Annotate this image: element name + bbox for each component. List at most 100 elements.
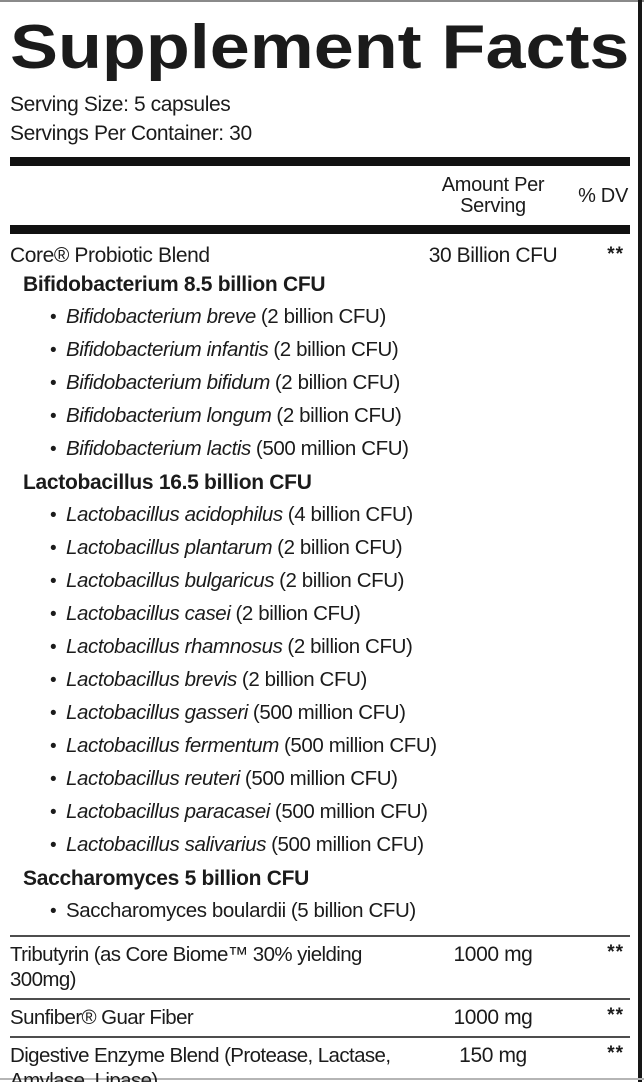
strain-group-heading: Bifidobacterium 8.5 billion CFU [23, 273, 326, 297]
strain-item: • Lactobacillus rhamnosus (2 billion CFU) [10, 631, 630, 664]
servings-per-container: Servings Per Container: 30 [10, 122, 252, 146]
strain-item: • Lactobacillus fermentum (500 million CFU… [10, 730, 630, 763]
ingredient-name: Digestive Enzyme Blend (Protease, Lactas… [10, 1044, 391, 1082]
bullet-icon: • [50, 769, 57, 791]
strain-amount: (2 billion CFU) [274, 371, 400, 395]
amount-header-line1: Amount Per [441, 174, 545, 197]
strain-species: Lactobacillus bulgaricus [66, 569, 275, 593]
strain-group-items: • Saccharomyces boulardii (5 billion CFU) [10, 895, 630, 928]
strain-item: • Lactobacillus bulgaricus (2 billion CFU) [10, 565, 630, 598]
strain-item: • Bifidobacterium lactis (500 million CFU) [10, 433, 630, 466]
strain-species: Lactobacillus salivarius [66, 833, 267, 857]
strain-group-heading: Lactobacillus 16.5 billion CFU [23, 471, 312, 495]
strain-item: • Lactobacillus brevis (2 billion CFU) [10, 664, 630, 697]
strain-item: • Bifidobacterium longum (2 billion CFU) [10, 400, 630, 433]
strain-amount: (2 billion CFU) [241, 668, 367, 692]
strain-amount: (5 billion CFU) [290, 899, 416, 923]
divider-bar-header [10, 225, 630, 235]
strain-item: • Lactobacillus casei (2 billion CFU) [10, 598, 630, 631]
strain-amount: (500 million CFU) [284, 734, 437, 758]
strain-species: Lactobacillus casei [66, 602, 231, 626]
strain-group: Bifidobacterium 8.5 billion CFU • Bifidob… [10, 269, 630, 466]
strain-group-items: • Lactobacillus acidophilus (4 billion CFU… [10, 499, 630, 862]
probiotic-blend-row: Core® Probiotic Blend 30 Billion CFU ** [10, 234, 630, 268]
ingredient-name: Sunfiber® Guar Fiber [10, 1006, 194, 1030]
bullet-icon: • [50, 439, 57, 461]
bullet-icon: • [50, 736, 57, 758]
ingredient-rows: Tributyrin (as Core Biome™ 30% yielding … [10, 935, 630, 1082]
bullet-icon: • [50, 340, 57, 362]
strain-amount: (2 billion CFU) [277, 536, 403, 560]
strain-group: Saccharomyces 5 billion CFU • Saccharomyc… [10, 863, 630, 928]
blend-dv: ** [607, 244, 624, 266]
strain-item: • Lactobacillus plantarum (2 billion CFU) [10, 532, 630, 565]
strain-amount: (500 million CFU) [274, 800, 428, 824]
strain-item: • Bifidobacterium breve (2 billion CFU) [10, 301, 630, 334]
strain-item: • Lactobacillus paracasei (500 million CFU… [10, 796, 630, 829]
bullet-icon: • [50, 637, 57, 659]
serving-size: Serving Size: 5 capsules [10, 93, 231, 117]
bullet-icon: • [50, 307, 57, 329]
blend-amount: 30 Billion CFU [428, 244, 558, 268]
ingredient-dv: ** [607, 1043, 624, 1065]
ingredient-row: Tributyrin (as Core Biome™ 30% yielding … [10, 935, 630, 998]
strain-amount: (2 billion CFU) [287, 635, 413, 659]
percent-dv-header: % DV [578, 184, 628, 207]
strain-species: Lactobacillus plantarum [66, 536, 273, 560]
strain-species: Lactobacillus acidophilus [66, 503, 283, 527]
strain-item: • Bifidobacterium infantis (2 billion CFU) [10, 334, 630, 367]
bullet-icon: • [50, 538, 57, 560]
strain-species: Lactobacillus reuteri [66, 767, 240, 791]
strain-amount: (500 million CFU) [244, 767, 398, 791]
strain-group-items: • Bifidobacterium breve (2 billion CFU) • B… [10, 301, 630, 466]
ingredient-dv: ** [607, 942, 624, 964]
strain-species: Saccharomyces boulardii [66, 899, 286, 923]
bullet-icon: • [50, 901, 57, 923]
strain-species: Bifidobacterium infantis [66, 338, 269, 362]
label-top-edge [0, 0, 644, 2]
ingredient-name: Tributyrin (as Core Biome™ 30% yielding … [10, 943, 362, 992]
ingredient-amount: 1000 mg [453, 943, 533, 967]
strain-amount: (2 billion CFU) [273, 338, 399, 362]
ingredient-amount: 150 mg [459, 1044, 527, 1068]
bullet-icon: • [50, 604, 57, 626]
ingredient-row: Digestive Enzyme Blend (Protease, Lactas… [10, 1036, 630, 1082]
strain-species: Bifidobacterium bifidum [66, 371, 270, 395]
label-bottom-edge [0, 1078, 644, 1080]
strain-amount: (2 billion CFU) [235, 602, 361, 626]
bullet-icon: • [50, 373, 57, 395]
strain-species: Bifidobacterium lactis [66, 437, 251, 461]
strain-species: Lactobacillus rhamnosus [66, 635, 283, 659]
bullet-icon: • [50, 835, 57, 857]
bullet-icon: • [50, 406, 57, 428]
strain-species: Bifidobacterium longum [66, 404, 272, 428]
strain-item: • Lactobacillus reuteri (500 million CFU) [10, 763, 630, 796]
strain-group-heading: Saccharomyces 5 billion CFU [23, 867, 310, 891]
strain-amount: (4 billion CFU) [287, 503, 413, 527]
strain-amount: (500 million CFU) [255, 437, 409, 461]
amount-header-line2: Serving [460, 195, 526, 218]
bullet-icon: • [50, 703, 57, 725]
strain-amount: (500 million CFU) [271, 833, 424, 857]
strain-item: • Lactobacillus gasseri (500 million CFU) [10, 697, 630, 730]
column-headers: Amount Per Serving % DV [10, 166, 630, 225]
strain-amount: (500 million CFU) [252, 701, 406, 725]
bullet-icon: • [50, 802, 57, 824]
strain-item: • Lactobacillus acidophilus (4 billion CFU… [10, 499, 630, 532]
strain-amount: (2 billion CFU) [276, 404, 402, 428]
strain-species: Lactobacillus fermentum [66, 734, 279, 758]
strain-species: Bifidobacterium breve [66, 305, 256, 329]
ingredient-amount: 1000 mg [453, 1006, 533, 1030]
strain-item: • Saccharomyces boulardii (5 billion CFU) [10, 895, 630, 928]
strain-species: Lactobacillus paracasei [66, 800, 270, 824]
bullet-icon: • [50, 505, 57, 527]
blend-name: Core® Probiotic Blend [10, 244, 210, 268]
label-right-edge [638, 0, 642, 1082]
serving-info: Serving Size: 5 capsules Servings Per Co… [10, 90, 630, 148]
ingredient-row: Sunfiber® Guar Fiber 1000 mg ** [10, 998, 630, 1036]
strain-item: • Bifidobacterium bifidum (2 billion CFU) [10, 367, 630, 400]
bullet-icon: • [50, 670, 57, 692]
strain-species: Lactobacillus gasseri [66, 701, 248, 725]
